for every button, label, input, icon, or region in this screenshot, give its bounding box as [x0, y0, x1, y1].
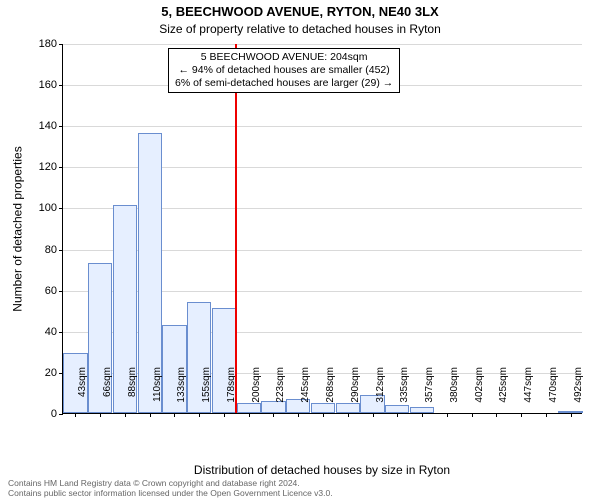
y-tick	[59, 332, 63, 333]
y-tick	[59, 250, 63, 251]
x-tick	[224, 413, 225, 417]
x-tick	[100, 413, 101, 417]
y-tick-label: 60	[45, 285, 57, 297]
y-tick-label: 40	[45, 326, 57, 338]
y-tick-label: 180	[39, 38, 57, 50]
x-tick-label: 312sqm	[375, 367, 386, 417]
x-tick-label: 357sqm	[424, 367, 435, 417]
x-tick-label: 402sqm	[474, 367, 485, 417]
y-tick	[59, 167, 63, 168]
x-tick	[571, 413, 572, 417]
gridline	[63, 126, 582, 127]
x-tick-label: 470sqm	[548, 367, 559, 417]
x-tick-label: 200sqm	[251, 367, 262, 417]
x-tick-label: 447sqm	[523, 367, 534, 417]
footer-line: Contains HM Land Registry data © Crown c…	[8, 478, 333, 488]
x-tick-label: 425sqm	[498, 367, 509, 417]
x-tick	[348, 413, 349, 417]
y-tick	[59, 208, 63, 209]
x-tick-label: 155sqm	[201, 367, 212, 417]
chart-subtitle: Size of property relative to detached ho…	[0, 22, 600, 36]
y-tick-label: 80	[45, 244, 57, 256]
x-tick-label: 380sqm	[449, 367, 460, 417]
x-tick	[373, 413, 374, 417]
y-tick-label: 140	[39, 120, 57, 132]
plot-area: 02040608010012014016018043sqm66sqm88sqm1…	[62, 44, 582, 414]
x-tick	[546, 413, 547, 417]
x-tick	[125, 413, 126, 417]
gridline	[63, 44, 582, 45]
y-axis-title: Number of detached properties	[10, 44, 26, 414]
x-axis-title: Distribution of detached houses by size …	[62, 463, 582, 477]
x-tick	[422, 413, 423, 417]
y-tick	[59, 291, 63, 292]
x-tick-label: 290sqm	[350, 367, 361, 417]
x-tick-label: 223sqm	[275, 367, 286, 417]
x-tick-label: 268sqm	[325, 367, 336, 417]
y-tick	[59, 85, 63, 86]
x-tick	[323, 413, 324, 417]
x-tick-label: 66sqm	[102, 367, 113, 417]
annotation-line: ← 94% of detached houses are smaller (45…	[175, 64, 393, 77]
x-tick-label: 110sqm	[152, 367, 163, 417]
chart-container: 5, BEECHWOOD AVENUE, RYTON, NE40 3LX Siz…	[0, 0, 600, 500]
annotation-line: 5 BEECHWOOD AVENUE: 204sqm	[175, 51, 393, 64]
y-tick-label: 100	[39, 202, 57, 214]
x-tick-label: 492sqm	[573, 367, 584, 417]
y-tick	[59, 414, 63, 415]
y-tick-label: 0	[51, 408, 57, 420]
x-tick-label: 335sqm	[399, 367, 410, 417]
y-tick	[59, 126, 63, 127]
x-tick	[472, 413, 473, 417]
x-tick-label: 43sqm	[77, 367, 88, 417]
y-tick-label: 120	[39, 161, 57, 173]
annotation-box: 5 BEECHWOOD AVENUE: 204sqm ← 94% of deta…	[168, 48, 400, 93]
x-tick	[249, 413, 250, 417]
x-tick	[447, 413, 448, 417]
y-tick-label: 20	[45, 367, 57, 379]
x-tick	[521, 413, 522, 417]
footer-line: Contains public sector information licen…	[8, 488, 333, 498]
annotation-line: 6% of semi-detached houses are larger (2…	[175, 77, 393, 90]
y-tick	[59, 44, 63, 45]
reference-line	[235, 44, 237, 413]
footer-attribution: Contains HM Land Registry data © Crown c…	[8, 478, 333, 498]
y-tick-label: 160	[39, 79, 57, 91]
x-tick	[150, 413, 151, 417]
x-tick-label: 88sqm	[127, 367, 138, 417]
chart-title: 5, BEECHWOOD AVENUE, RYTON, NE40 3LX	[0, 4, 600, 19]
x-tick-label: 245sqm	[300, 367, 311, 417]
x-tick-label: 133sqm	[176, 367, 187, 417]
